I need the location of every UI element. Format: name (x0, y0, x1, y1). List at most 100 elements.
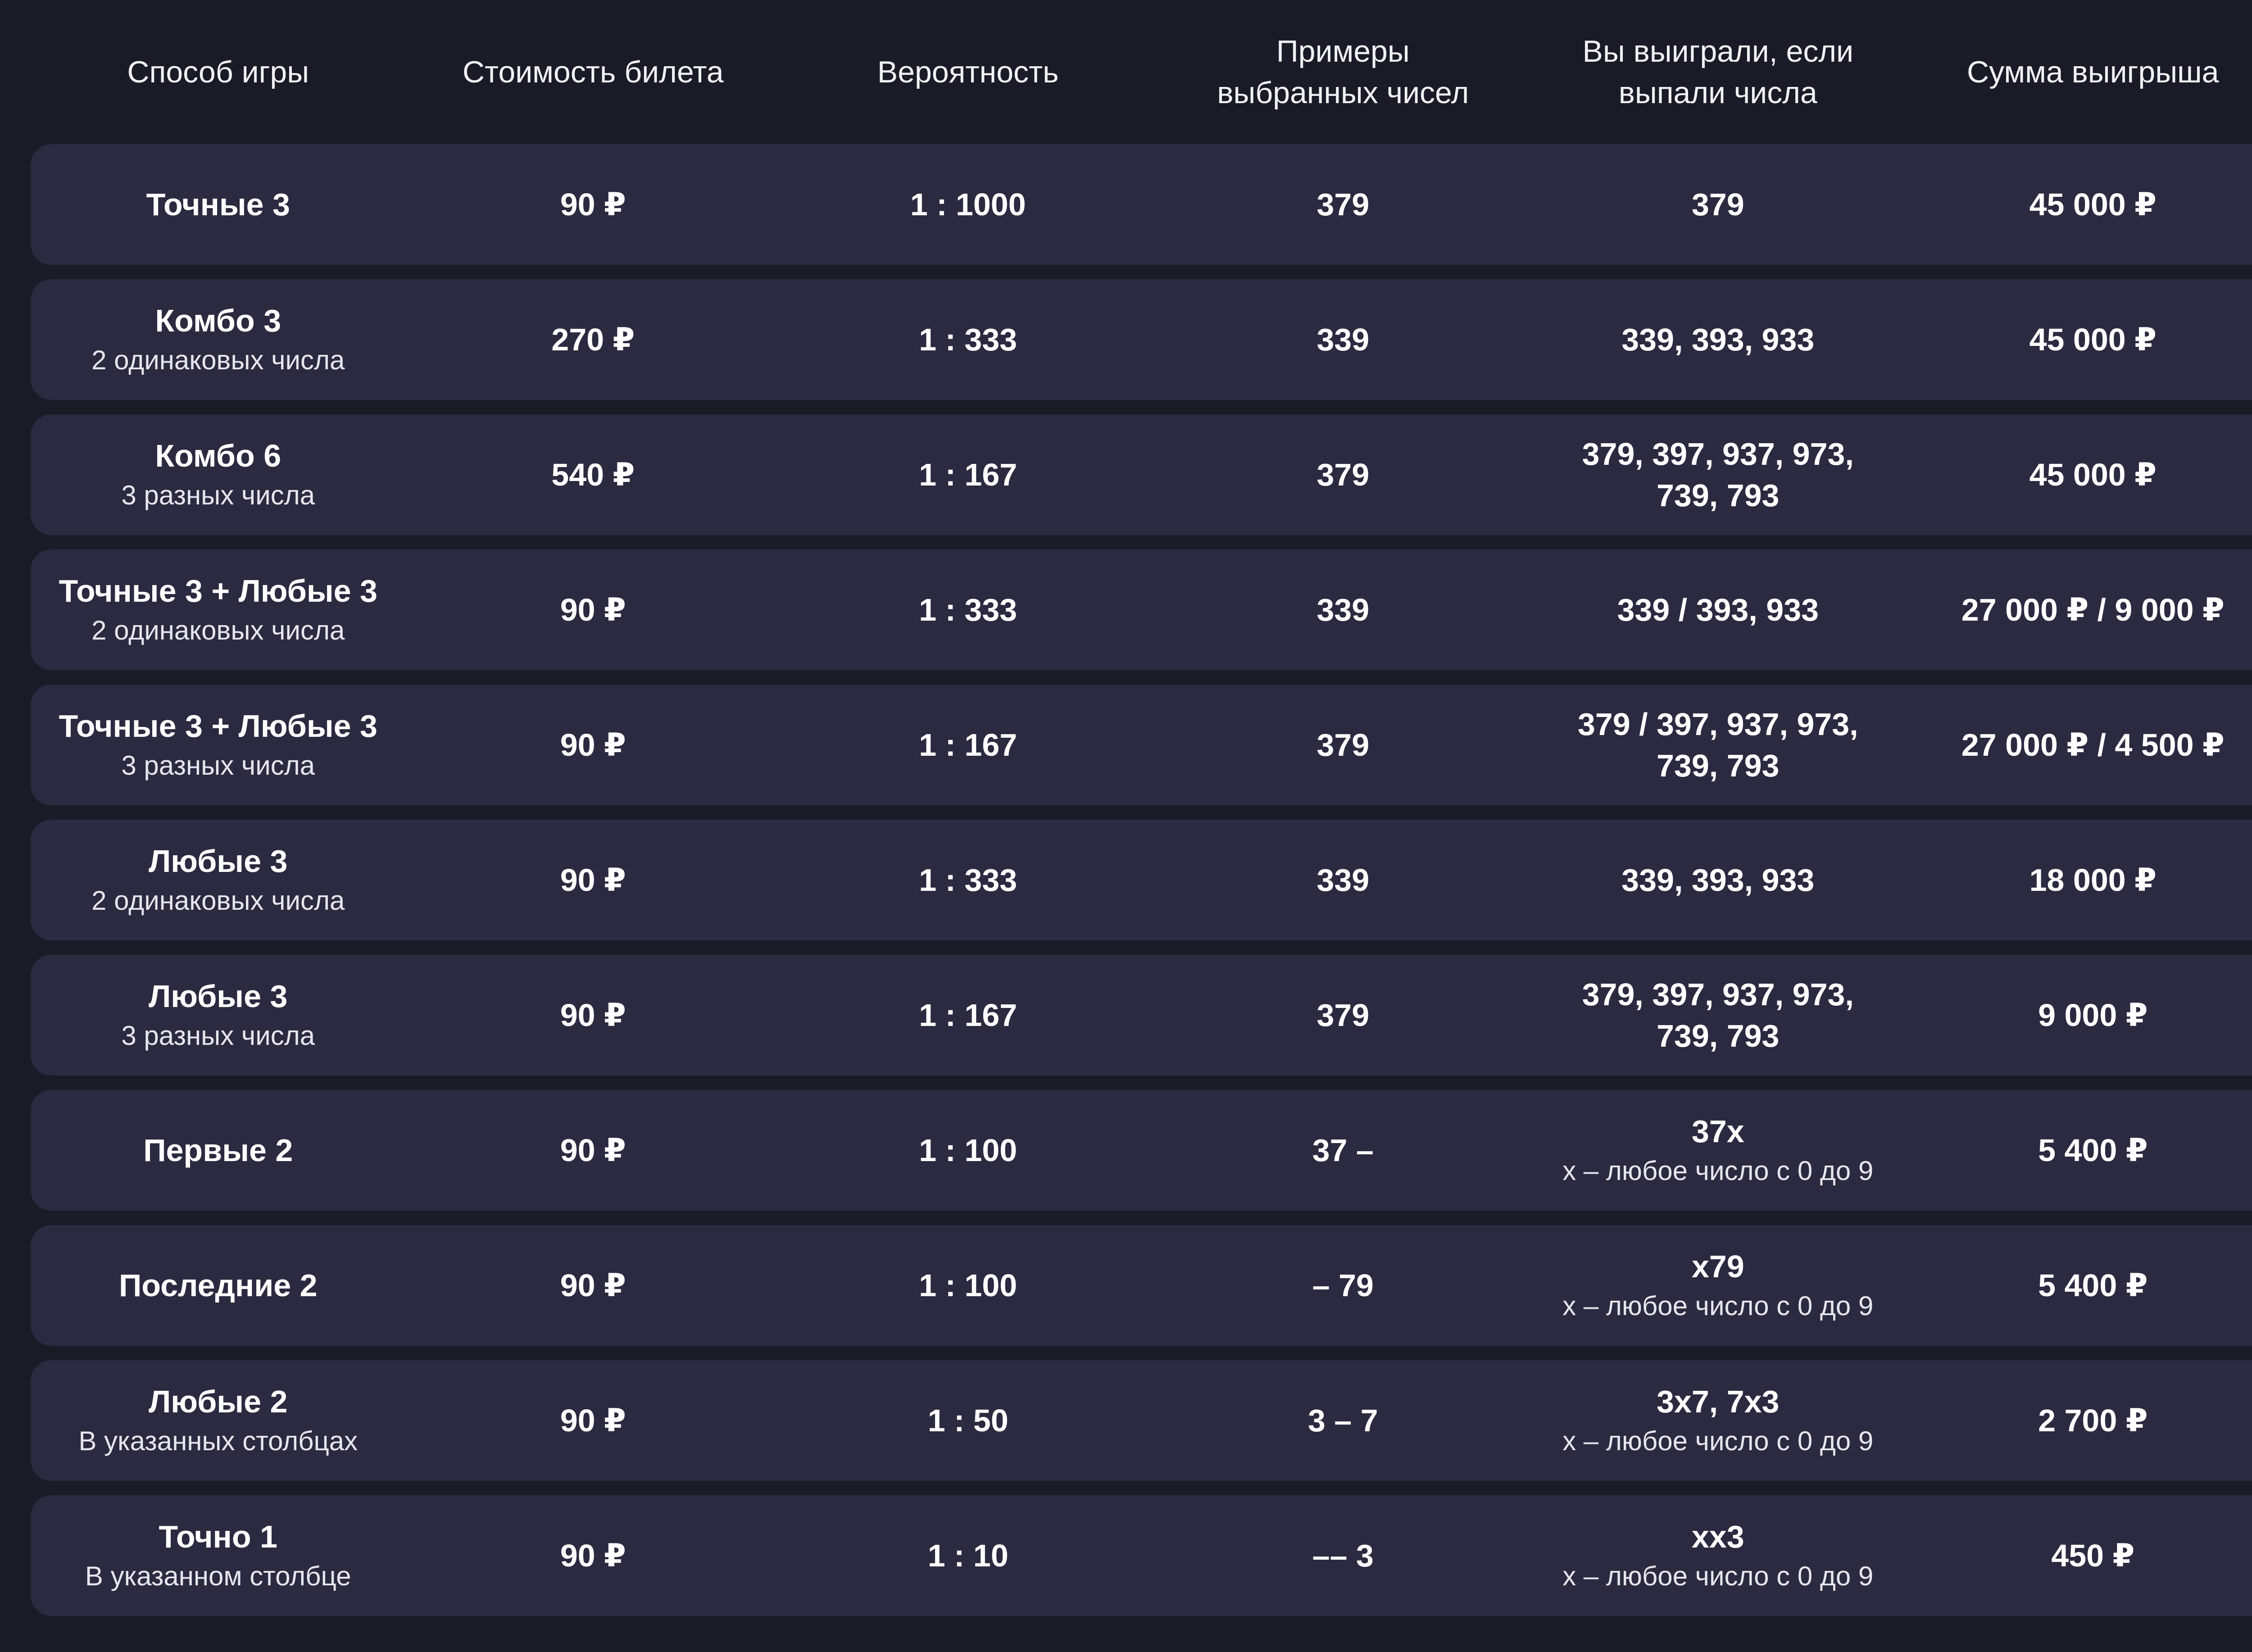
table-row: Комбо 3 2 одинаковых числа 270 ₽ 1 : 333 339… (31, 279, 2252, 400)
winning-numbers-value: 37x (1691, 1114, 1744, 1149)
ticket-price-cell: 90 ₽ (406, 1535, 781, 1576)
probability-value: 1 : 100 (919, 1268, 1017, 1303)
winning-numbers-value: 339, 393, 933 (1621, 322, 1815, 357)
game-mode-note: В указанном столбце (85, 1561, 351, 1591)
example-numbers-value: 379 (1317, 998, 1370, 1033)
probability-cell: 1 : 333 (781, 589, 1156, 631)
winning-numbers-value: 379, 397, 937, 973, 739, 793 (1582, 977, 1854, 1053)
ticket-price-cell: 90 ₽ (406, 1130, 781, 1171)
game-mode-note: 2 одинаковых числа (91, 615, 345, 645)
game-mode-value: Комбо 3 (155, 303, 282, 338)
ticket-price-value: 90 ₽ (560, 1403, 626, 1438)
prize-table: Способ игры Стоимость билета Вероятность… (31, 0, 2252, 1630)
ticket-price-value: 90 ₽ (560, 998, 626, 1033)
prize-amount-value: 5 400 ₽ (2038, 1268, 2148, 1303)
ticket-price-value: 90 ₽ (560, 592, 626, 627)
probability-cell: 1 : 333 (781, 859, 1156, 901)
winning-numbers-note: x – любое число с 0 до 9 (1562, 1426, 1874, 1456)
prize-amount-value: 2 700 ₽ (2038, 1403, 2148, 1438)
prize-amount-value: 27 000 ₽ / 4 500 ₽ (1961, 727, 2225, 762)
game-mode-value: Точные 3 + Любые 3 (59, 708, 377, 744)
example-numbers-cell: 379 (1156, 184, 1531, 225)
ticket-price-value: 90 ₽ (560, 862, 626, 898)
probability-cell: 1 : 333 (781, 319, 1156, 360)
ticket-price-value: 90 ₽ (560, 1538, 626, 1573)
ticket-price-value: 270 ₽ (551, 322, 635, 357)
game-mode-value: Точные 3 (146, 187, 290, 222)
prize-amount-cell: 5 400 ₽ (1906, 1265, 2252, 1306)
game-mode-cell: Точно 1 В указанном столбце (31, 1516, 406, 1595)
table-row: Любые 3 3 разных числа 90 ₽ 1 : 167 379 379, … (31, 955, 2252, 1076)
probability-value: 1 : 333 (919, 322, 1017, 357)
ticket-price-value: 90 ₽ (560, 1268, 626, 1303)
example-numbers-value: 339 (1317, 592, 1370, 627)
probability-value: 1 : 10 (927, 1538, 1008, 1573)
ticket-price-value: 540 ₽ (551, 457, 635, 492)
game-mode-value: Первые 2 (143, 1133, 293, 1168)
winning-numbers-cell: 339, 393, 933 (1530, 319, 1906, 360)
header-winning-numbers: Вы выиграли, если выпали числа (1582, 34, 1853, 110)
prize-amount-cell: 5 400 ₽ (1906, 1130, 2252, 1171)
probability-cell: 1 : 167 (781, 724, 1156, 766)
table-body: Точные 3 90 ₽1 : 1000 379 379 45 000 ₽ Комбо … (31, 144, 2252, 1616)
header-example-numbers: Примеры выбранных чисел (1217, 34, 1469, 110)
game-mode-cell: Любые 2 В указанных столбцах (31, 1381, 406, 1460)
prize-amount-value: 45 000 ₽ (2029, 322, 2157, 357)
probability-value: 1 : 50 (927, 1403, 1008, 1438)
example-numbers-cell: 379 (1156, 724, 1531, 766)
prize-amount-cell: 18 000 ₽ (1906, 859, 2252, 901)
game-mode-cell: Точные 3 + Любые 3 2 одинаковых числа (31, 570, 406, 649)
table-row: Любые 2 В указанных столбцах 90 ₽ 1 : 50 3 –… (31, 1360, 2252, 1481)
game-mode-note: 2 одинаковых числа (91, 885, 345, 916)
winning-numbers-value: 339, 393, 933 (1621, 862, 1815, 898)
winning-numbers-value: xx3 (1691, 1519, 1744, 1554)
ticket-price-cell: 270 ₽ (406, 319, 781, 360)
winning-numbers-cell: x79 x – любое число с 0 до 9 (1530, 1246, 1906, 1325)
probability-value: 1 : 167 (919, 998, 1017, 1033)
prize-amount-cell: 450 ₽ (1906, 1535, 2252, 1576)
game-mode-value: Последние 2 (118, 1268, 318, 1303)
game-mode-value: Точные 3 + Любые 3 (59, 573, 377, 608)
probability-cell: 1 : 50 (781, 1400, 1156, 1441)
header-probability: Вероятность (877, 55, 1059, 89)
winning-numbers-value: 379, 397, 937, 973, 739, 793 (1582, 436, 1854, 513)
winning-numbers-cell: 379, 397, 937, 973, 739, 793 (1530, 974, 1906, 1057)
game-mode-value: Комбо 6 (155, 438, 282, 473)
game-mode-cell: Точные 3 (31, 184, 406, 225)
prize-amount-value: 18 000 ₽ (2029, 862, 2157, 898)
example-numbers-value: 3 – 7 (1308, 1403, 1378, 1438)
game-mode-cell: Последние 2 (31, 1265, 406, 1306)
probability-value: 1 : 167 (919, 457, 1017, 492)
game-mode-value: Любые 2 (149, 1384, 288, 1419)
winning-numbers-cell: 339, 393, 933 (1530, 859, 1906, 901)
prize-amount-cell: 45 000 ₽ (1906, 184, 2252, 225)
game-mode-note: 3 разных числа (121, 1021, 315, 1051)
table-row: Точные 3 90 ₽ 1 : 1000 379 379 45 000 ₽ (31, 144, 2252, 265)
ticket-price-cell: 90 ₽ (406, 1265, 781, 1306)
probability-value: 1 : 1000 (910, 187, 1026, 222)
ticket-price-cell: 90 ₽ (406, 724, 781, 766)
winning-numbers-note: x – любое число с 0 до 9 (1562, 1561, 1874, 1591)
table-row: Точно 1 В указанном столбце 90 ₽ 1 : 10 –– 3… (31, 1495, 2252, 1616)
winning-numbers-note: x – любое число с 0 до 9 (1562, 1291, 1874, 1321)
game-mode-note: В указанных столбцах (78, 1426, 358, 1456)
prize-amount-cell: 9 000 ₽ (1906, 994, 2252, 1036)
game-mode-cell: Комбо 3 2 одинаковых числа (31, 300, 406, 379)
winning-numbers-value: 339 / 393, 933 (1617, 592, 1819, 627)
example-numbers-cell: 3 – 7 (1156, 1400, 1531, 1441)
ticket-price-cell: 540 ₽ (406, 454, 781, 495)
example-numbers-value: 339 (1317, 862, 1370, 898)
table-row: Точные 3 + Любые 3 3 разных числа 90 ₽ 1 : … (31, 685, 2252, 805)
example-numbers-cell: – 79 (1156, 1265, 1531, 1306)
probability-cell: 1 : 100 (781, 1130, 1156, 1171)
game-mode-value: Точно 1 (159, 1519, 277, 1554)
example-numbers-value: – 79 (1312, 1268, 1374, 1303)
game-mode-cell: Любые 3 2 одинаковых числа (31, 840, 406, 920)
prize-amount-cell: 2 700 ₽ (1906, 1400, 2252, 1441)
game-mode-value: Любые 3 (149, 979, 288, 1014)
probability-cell: 1 : 10 (781, 1535, 1156, 1576)
ticket-price-cell: 90 ₽ (406, 1400, 781, 1441)
example-numbers-value: 379 (1317, 457, 1370, 492)
winning-numbers-note: x – любое число с 0 до 9 (1562, 1156, 1874, 1186)
example-numbers-cell: 379 (1156, 994, 1531, 1036)
